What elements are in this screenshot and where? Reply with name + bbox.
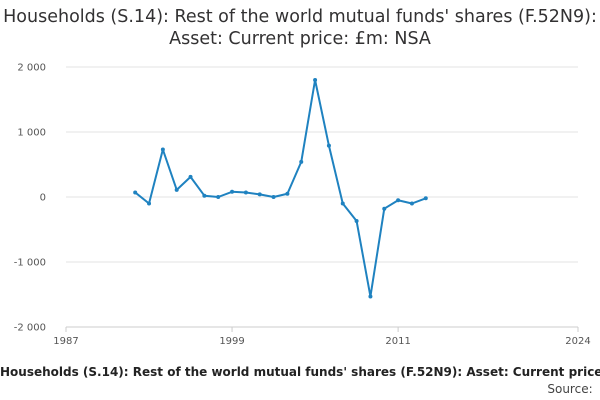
data-point[interactable]	[354, 219, 359, 224]
data-point[interactable]	[133, 190, 138, 195]
data-point[interactable]	[423, 196, 428, 201]
data-point[interactable]	[230, 189, 235, 194]
data-point[interactable]	[285, 191, 290, 196]
data-point[interactable]	[188, 174, 193, 179]
y-tick-label: -2 000	[14, 323, 46, 334]
data-point[interactable]	[313, 78, 318, 82]
data-point[interactable]	[299, 159, 304, 164]
grid-lines	[66, 66, 578, 328]
data-point[interactable]	[326, 143, 331, 148]
chart-title: Households (S.14): Rest of the world mut…	[3, 7, 597, 49]
data-point[interactable]	[174, 187, 179, 192]
source-line: Source:	[0, 382, 600, 396]
data-point[interactable]	[147, 201, 152, 206]
y-tick-label: 2 000	[17, 63, 46, 74]
data-point[interactable]	[160, 147, 165, 152]
x-axis: 1987 1999 2011 2024	[53, 326, 591, 347]
data-point[interactable]	[202, 193, 207, 198]
x-tick-label: 1987	[53, 336, 78, 347]
y-tick-label: 1 000	[17, 128, 46, 139]
data-point[interactable]	[396, 198, 401, 203]
data-point[interactable]	[257, 192, 262, 197]
data-point[interactable]	[271, 195, 276, 199]
data-point[interactable]	[409, 201, 414, 206]
source-label: Source:	[547, 382, 593, 396]
series-line	[134, 79, 427, 298]
data-point[interactable]	[216, 195, 221, 199]
data-point[interactable]	[243, 190, 248, 195]
y-tick-label: -1 000	[14, 258, 46, 269]
y-axis-tick-labels: 2 000 1 000 0 -1 000 -2 000	[14, 63, 46, 334]
x-tick-label: 2024	[565, 336, 590, 347]
data-point[interactable]	[368, 294, 373, 299]
footer-title: Households (S.14): Rest of the world mut…	[0, 365, 600, 379]
x-tick-label: 1999	[219, 336, 244, 347]
series-layer	[133, 78, 428, 299]
x-tick-label: 2011	[385, 336, 410, 347]
y-tick-label: 0	[40, 193, 46, 204]
data-point[interactable]	[382, 206, 387, 211]
data-point[interactable]	[340, 201, 345, 206]
